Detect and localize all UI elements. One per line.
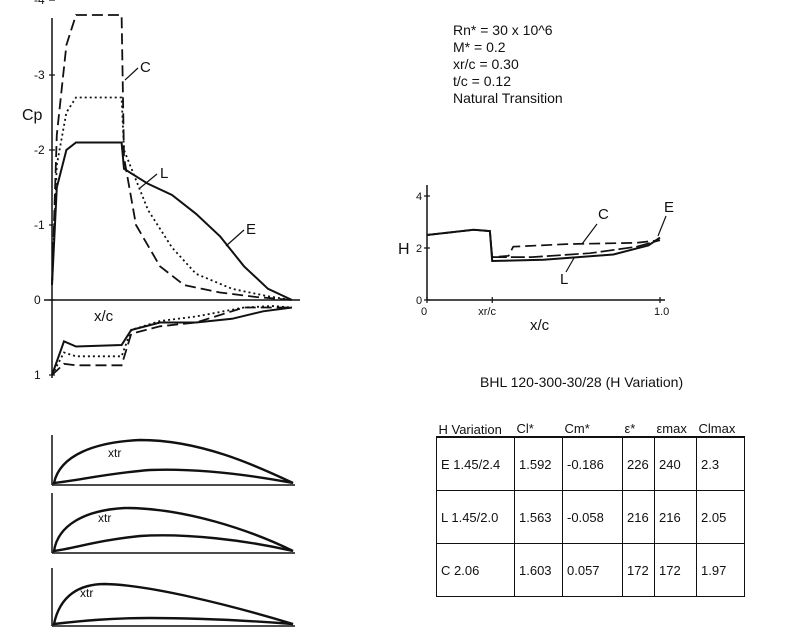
table-cell: -0.186 [562, 436, 623, 491]
col-cl: Cl* [514, 400, 563, 438]
table-cell: 216 [654, 490, 697, 544]
cp-x-axis-label: x/c [94, 308, 114, 325]
h-ticks: 4 2 00 xr/c 1.0 [416, 191, 669, 318]
h-curve-label-c: C [598, 206, 609, 223]
cp-y-tick-label: -2 [34, 143, 45, 157]
condition-rn: Rn* = 30 x 10^6 [453, 22, 553, 38]
cp-y-tick-label: -3 [34, 68, 45, 82]
condition-tc: t/c = 0.12 [453, 73, 511, 89]
col-eps: ε* [622, 400, 655, 438]
condition-mach: M* = 0.2 [453, 39, 506, 55]
h-x-tick-label: 1.0 [654, 306, 669, 318]
h-y-tick-label: 4 [416, 191, 422, 203]
col-epsmax: εmax [654, 400, 697, 438]
col-h-variation: H Variation [436, 400, 515, 438]
col-cm: Cm* [562, 400, 623, 438]
cp-series-e-upper [51, 141, 293, 301]
h-x-tick-label: 0 [421, 306, 427, 318]
table-cell: -0.058 [562, 490, 623, 544]
table-cell: 1.563 [514, 490, 563, 544]
h-x-tick-label: xr/c [478, 306, 496, 318]
cp-leader-l [139, 173, 158, 189]
table-title: BHL 120-300-30/28 (H Variation) [480, 374, 684, 390]
table-cell: 2.3 [696, 436, 745, 491]
table-row: C 2.06 1.603 0.057 172 172 1.97 [436, 543, 745, 597]
h-series-e [426, 228, 661, 263]
cp-axes [44, 18, 300, 378]
table-cell: 172 [654, 543, 697, 597]
h-series-c [426, 228, 661, 259]
condition-transition: Natural Transition [453, 90, 563, 106]
cp-y-tick-label: -4 [34, 0, 45, 7]
h-axes [426, 185, 665, 301]
condition-xr: xr/c = 0.30 [453, 56, 519, 72]
cp-ticks: -4 -3 -2 -1 0 1 [34, 0, 55, 382]
cp-series [51, 14, 293, 376]
cp-y-axis-label: Cp [22, 107, 43, 124]
table-cell: 1.592 [514, 436, 563, 491]
airfoil-l: xtr [51, 493, 295, 554]
h-y-axis-label: H [398, 241, 410, 258]
cp-curve-label-l: L [160, 165, 168, 182]
airfoil-c: xtr [51, 568, 295, 627]
cp-y-tick-label: 0 [34, 293, 41, 307]
table-header-row: H Variation Cl* Cm* ε* εmax Clmax [436, 400, 745, 438]
cp-series-c-lower [51, 306, 292, 376]
table-cell: 226 [622, 436, 655, 491]
h-x-axis-label: x/c [530, 317, 550, 334]
cp-series-l-upper [51, 96, 293, 301]
cp-curve-label-e: E [246, 221, 256, 238]
cp-leader-e [225, 229, 245, 247]
table-cell: 240 [654, 436, 697, 491]
table-cell: 1.97 [696, 543, 745, 597]
h-series [426, 228, 661, 263]
col-clmax: Clmax [696, 400, 745, 438]
airfoil-l-xtr-label: xtr [98, 511, 111, 525]
table-cell: 216 [622, 490, 655, 544]
h-leader-c [581, 223, 598, 245]
table-cell: 0.057 [562, 543, 623, 597]
table-cell: E 1.45/2.4 [436, 436, 515, 491]
h-leader-l [565, 257, 575, 273]
airfoil-e: xtr [51, 435, 295, 486]
cp-leader-c [124, 67, 139, 81]
table-cell: L 1.45/2.0 [436, 490, 515, 544]
cp-series-e-lower [51, 306, 293, 376]
airfoil-c-xtr-label: xtr [80, 586, 93, 600]
h-y-tick-label: 0 [416, 295, 422, 307]
cp-curve-label-c: C [140, 59, 151, 76]
table-row: L 1.45/2.0 1.563 -0.058 216 216 2.05 [436, 490, 745, 544]
table-cell: C 2.06 [436, 543, 515, 597]
cp-y-tick-label: 1 [34, 368, 41, 382]
table-row: E 1.45/2.4 1.592 -0.186 226 240 2.3 [436, 436, 745, 491]
h-leader-e [657, 215, 667, 237]
h-curve-label-e: E [664, 199, 674, 216]
table-cell: 172 [622, 543, 655, 597]
h-curve-label-l: L [560, 271, 568, 288]
cp-series-c-upper [51, 14, 293, 301]
results-table: H Variation Cl* Cm* ε* εmax Clmax E 1.45… [436, 400, 745, 597]
cp-y-tick-label: -1 [34, 218, 45, 232]
airfoil-e-xtr-label: xtr [108, 446, 121, 460]
table-cell: 1.603 [514, 543, 563, 597]
h-y-tick-label: 2 [416, 243, 422, 255]
table-cell: 2.05 [696, 490, 745, 544]
test-conditions: Rn* = 30 x 10^6 M* = 0.2 xr/c = 0.30 t/c… [453, 22, 563, 107]
